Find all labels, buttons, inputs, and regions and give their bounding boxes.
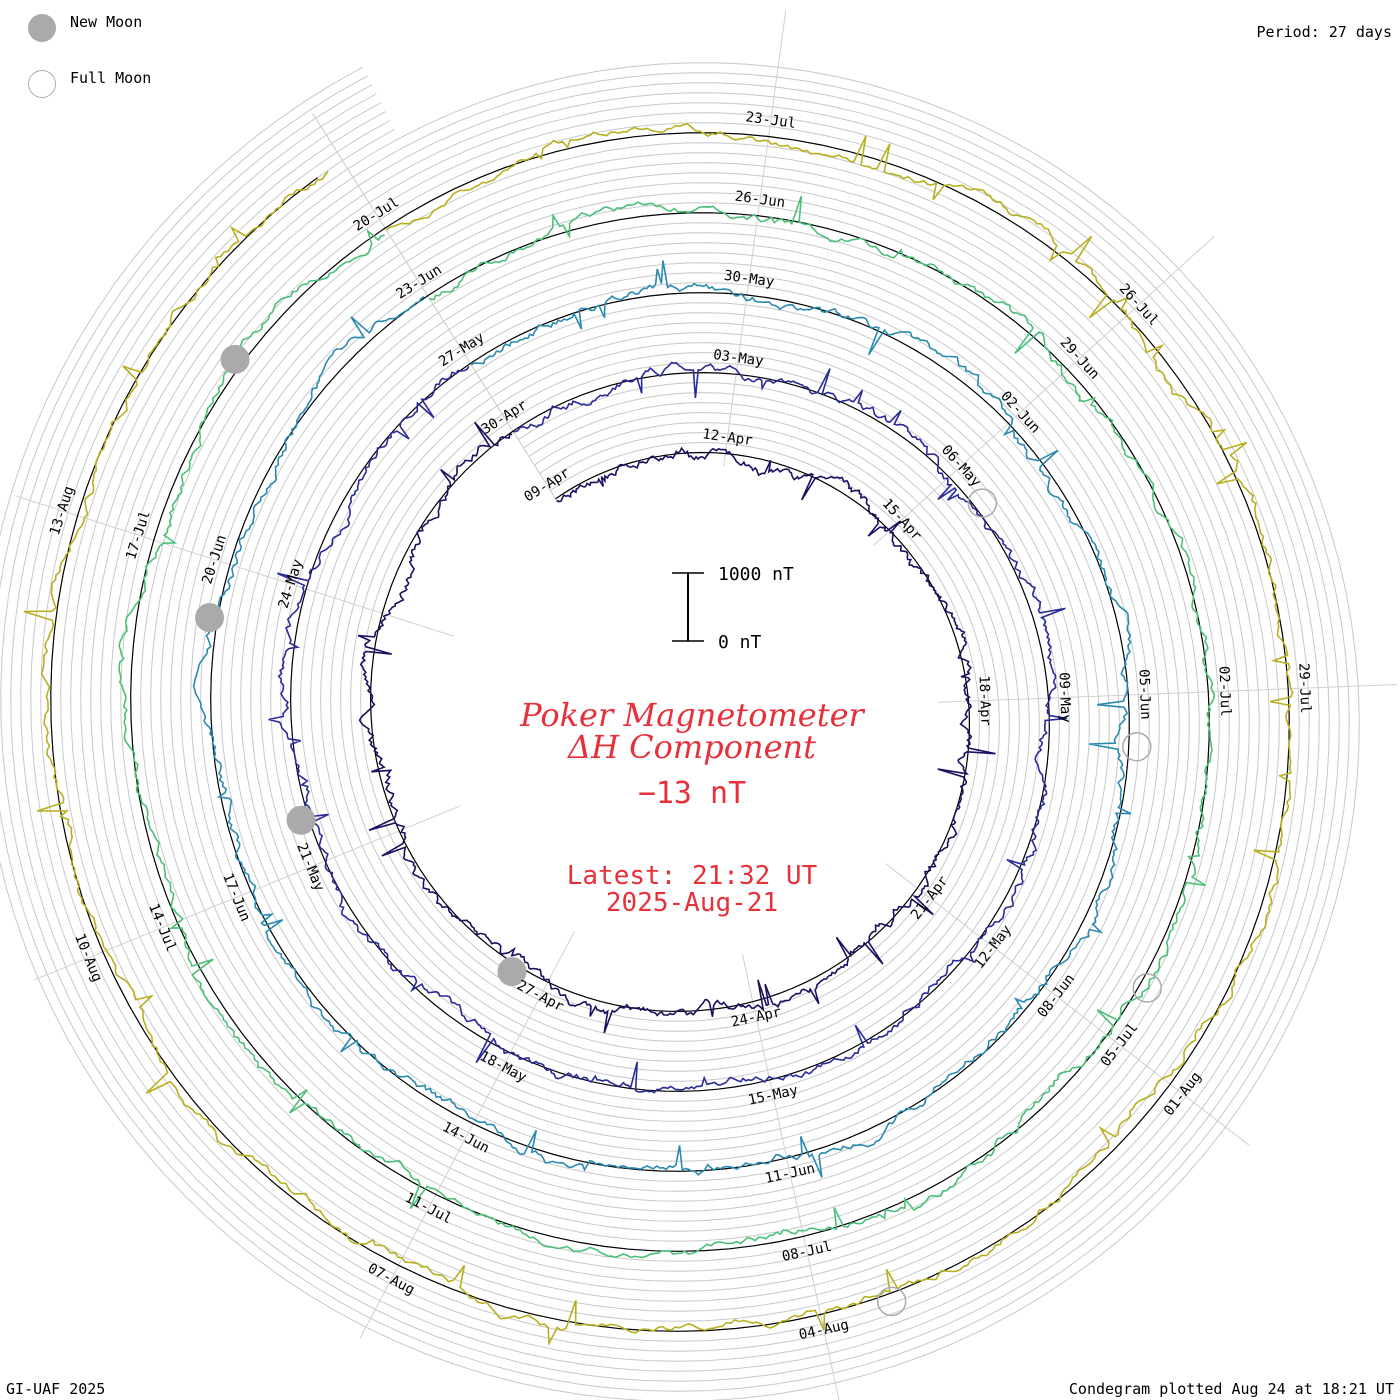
date-label: 12-May (971, 922, 1015, 972)
chart-title: Poker Magnetometer (519, 696, 865, 734)
date-label: 10-Aug (71, 931, 105, 984)
date-label: 03-May (712, 347, 764, 370)
center-panel: 1000 nT 0 nT Poker Magnetometer ΔH Compo… (519, 564, 865, 918)
date-label: 27-May (436, 330, 487, 370)
date-label: 07-Aug (365, 1261, 417, 1299)
grid-radial-line (723, 10, 787, 467)
date-label: 13-Aug (47, 484, 78, 537)
new-moon-legend-swatch (28, 14, 56, 42)
date-label: 23-Jun (393, 262, 444, 302)
plotted-timestamp: Condegram plotted Aug 24 at 18:21 UT (1068, 1380, 1394, 1398)
chart-subtitle: ΔH Component (566, 728, 816, 766)
data-traces (23, 123, 1294, 1347)
date-label: 09-Apr (521, 465, 572, 505)
date-label: 20-Jun (199, 533, 230, 586)
grid-spiral-line (20, 102, 1320, 1362)
full-moon-marker (876, 1286, 907, 1317)
data-trace-turn-2 (268, 361, 1068, 1094)
grid-radial-line (312, 113, 559, 503)
date-label: 29-Jul (1295, 663, 1313, 714)
date-label: 02-Jul (1215, 666, 1233, 717)
date-label: 05-Jun (1135, 669, 1153, 720)
new-moon-legend-label: New Moon (70, 13, 143, 31)
date-label: 17-Jul (123, 509, 154, 562)
date-label: 30-May (723, 268, 775, 291)
grid-radial-line (937, 684, 1398, 703)
data-trace-turn-4 (118, 195, 1216, 1259)
date-label: 02-Jun (997, 388, 1043, 436)
latest-time: Latest: 21:32 UT (567, 861, 818, 891)
current-value: −13 nT (638, 776, 746, 811)
full-moon-marker (1122, 731, 1152, 762)
credit-label: GI-UAF 2025 (6, 1380, 106, 1398)
grid-spiral-line (0, 82, 1340, 1382)
date-label: 17-Jun (219, 871, 253, 924)
grid-spiral-line (0, 72, 1350, 1392)
date-label: 30-Apr (479, 397, 530, 437)
full-moon-legend-label: Full Moon (70, 69, 152, 87)
grid-radial-line (359, 931, 575, 1339)
data-trace-turn-3 (192, 260, 1132, 1178)
date-label: 21-Apr (908, 873, 952, 923)
baseline-spiral (50, 132, 1290, 1332)
date-label: 15-Apr (879, 496, 925, 544)
date-label: 27-Apr (514, 977, 566, 1015)
period-label: Period: 27 days (1256, 23, 1392, 41)
new-moon-marker (286, 805, 316, 835)
full-moon-marker (1132, 973, 1163, 1003)
full-moon-marker (967, 488, 998, 518)
data-trace-turn-5 (23, 123, 1294, 1347)
new-moon-marker (195, 603, 225, 633)
scale-bar-bottom-label: 0 nT (718, 632, 762, 653)
grid-radial-line (15, 495, 454, 637)
date-label: 11-Jul (402, 1190, 454, 1228)
date-label: 12-Apr (701, 426, 753, 449)
date-label: 05-Jul (1098, 1020, 1142, 1070)
date-label: 26-Jun (734, 189, 786, 212)
full-moon-legend-swatch (28, 70, 56, 98)
date-label: 18-May (477, 1048, 529, 1086)
date-label: 06-May (938, 442, 984, 490)
date-label: 09-May (1055, 672, 1073, 723)
latest-date: 2025-Aug-21 (606, 888, 778, 918)
zero-baseline-spiral (50, 132, 1290, 1332)
date-label: 08-Jun (1035, 971, 1079, 1021)
grid-spiral-line (10, 92, 1330, 1372)
data-trace-turn-1 (357, 421, 996, 1034)
date-label: 18-Apr (975, 675, 993, 726)
moon-phase-markers (195, 344, 1163, 1317)
grid-radial-line (885, 863, 1250, 1146)
date-label: 23-Jul (745, 109, 797, 132)
grid-radial-line (873, 236, 1215, 546)
new-moon-marker (497, 957, 527, 987)
new-moon-marker (220, 344, 250, 374)
grid-spiral-line (0, 62, 1360, 1400)
scale-bar-top-label: 1000 nT (718, 564, 794, 585)
grid-spiral-line (30, 111, 1310, 1352)
grid-spiral-line (40, 120, 1300, 1342)
date-label: 26-Jul (1116, 281, 1162, 329)
date-label: 20-Jul (351, 194, 402, 234)
date-label: 14-Jun (440, 1119, 492, 1157)
